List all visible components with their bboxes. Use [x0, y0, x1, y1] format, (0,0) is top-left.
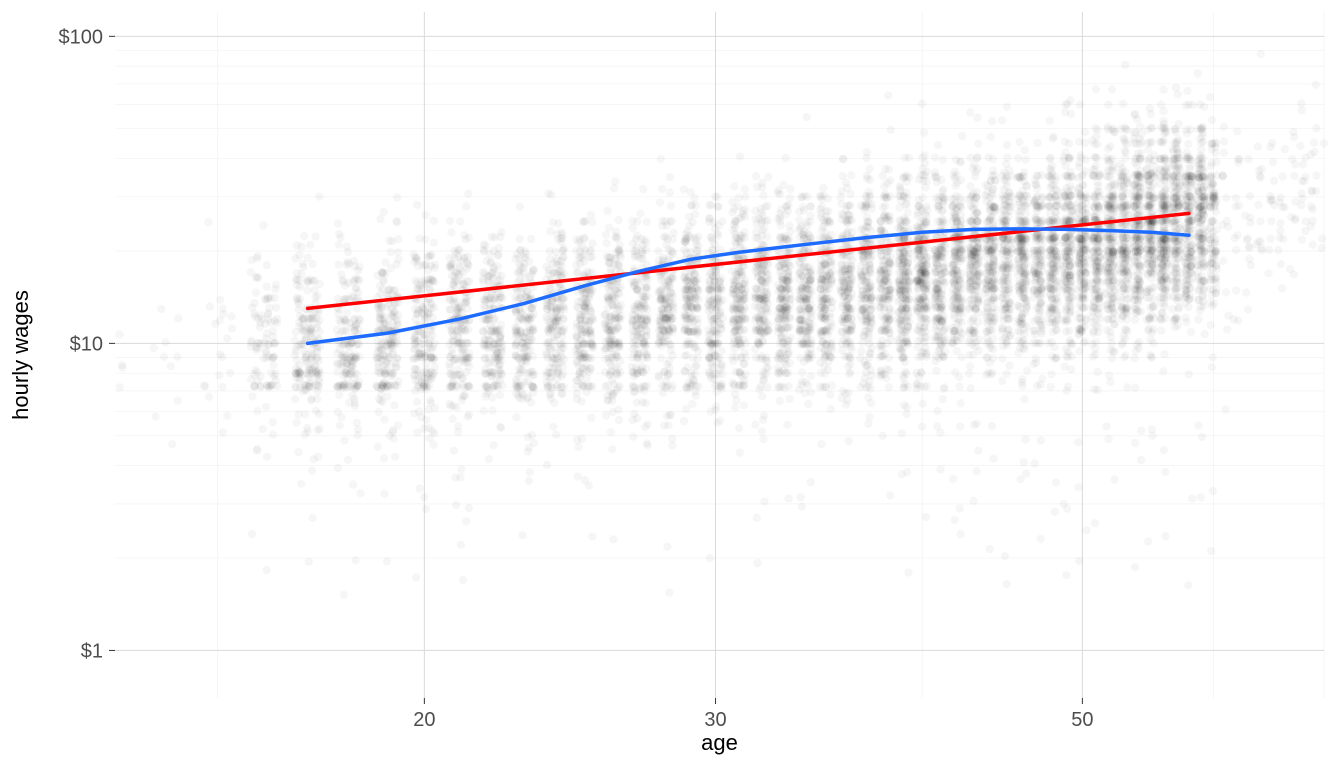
x-tick-label: 30 — [704, 709, 726, 731]
y-tick-label: $1 — [81, 640, 103, 662]
x-tick-label: 20 — [413, 709, 435, 731]
y-tick-label: $10 — [70, 333, 103, 355]
x-tick-label: 50 — [1071, 709, 1093, 731]
chart-svg: 20 30 50 $1 $10 $100 age hourly wages — [0, 0, 1344, 768]
wage-age-chart: 20 30 50 $1 $10 $100 age hourly wages — [0, 0, 1344, 768]
y-tick-label: $100 — [59, 26, 104, 48]
y-axis-label: hourly wages — [8, 290, 33, 420]
x-axis-label: age — [701, 730, 738, 755]
